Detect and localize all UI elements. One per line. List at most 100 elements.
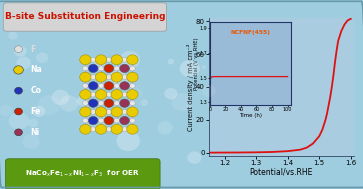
Circle shape	[98, 66, 104, 71]
Circle shape	[80, 107, 91, 117]
Circle shape	[122, 127, 127, 132]
Text: NaCo$_x$Fe$_{1-x}$Ni$_{1-x}$F$_3$  for OER: NaCo$_x$Fe$_{1-x}$Ni$_{1-x}$F$_3$ for OE…	[25, 169, 140, 179]
Circle shape	[106, 127, 112, 132]
Circle shape	[111, 124, 122, 134]
Circle shape	[106, 57, 112, 62]
Circle shape	[80, 72, 91, 82]
Circle shape	[120, 51, 140, 69]
Circle shape	[14, 66, 23, 74]
Circle shape	[15, 87, 23, 94]
Circle shape	[127, 107, 138, 117]
Circle shape	[130, 66, 135, 71]
Circle shape	[114, 66, 119, 71]
Circle shape	[202, 85, 216, 97]
Circle shape	[23, 134, 40, 149]
Circle shape	[127, 72, 138, 82]
Circle shape	[114, 83, 119, 88]
Circle shape	[164, 88, 178, 99]
Circle shape	[117, 131, 140, 151]
Text: B-site Substitution Engineering: B-site Substitution Engineering	[5, 12, 165, 21]
Circle shape	[111, 72, 122, 82]
Y-axis label: Current density / mA cm⁻²: Current density / mA cm⁻²	[187, 43, 194, 131]
Circle shape	[106, 92, 112, 97]
Circle shape	[130, 83, 135, 88]
Circle shape	[187, 152, 201, 164]
Circle shape	[95, 107, 107, 117]
Circle shape	[202, 65, 207, 69]
Circle shape	[15, 46, 23, 53]
Circle shape	[111, 55, 122, 65]
Circle shape	[126, 20, 134, 27]
Circle shape	[111, 107, 122, 117]
Circle shape	[82, 101, 88, 106]
FancyBboxPatch shape	[3, 3, 167, 31]
Circle shape	[107, 71, 128, 88]
Circle shape	[98, 101, 104, 106]
Circle shape	[127, 90, 138, 99]
Circle shape	[82, 83, 88, 88]
Circle shape	[90, 109, 96, 114]
Circle shape	[80, 55, 91, 65]
Text: F: F	[30, 45, 36, 54]
Circle shape	[122, 75, 127, 80]
Circle shape	[171, 93, 192, 111]
Circle shape	[36, 52, 48, 63]
Circle shape	[120, 99, 129, 107]
Circle shape	[90, 57, 96, 62]
Circle shape	[17, 57, 31, 69]
Circle shape	[90, 92, 96, 97]
Circle shape	[8, 32, 17, 40]
Circle shape	[95, 124, 107, 134]
Circle shape	[122, 109, 127, 114]
Circle shape	[77, 96, 88, 106]
Circle shape	[89, 82, 98, 90]
Circle shape	[180, 60, 200, 77]
Circle shape	[140, 99, 148, 106]
Circle shape	[89, 99, 98, 107]
Circle shape	[38, 95, 60, 115]
FancyBboxPatch shape	[5, 159, 160, 189]
Y-axis label: Potential (V vs.RHE): Potential (V vs.RHE)	[194, 37, 199, 90]
Circle shape	[98, 83, 104, 88]
Circle shape	[114, 101, 119, 106]
Circle shape	[130, 118, 135, 123]
Circle shape	[106, 75, 112, 80]
Circle shape	[95, 90, 107, 99]
Circle shape	[106, 109, 112, 114]
Circle shape	[28, 119, 38, 127]
Text: Co: Co	[30, 86, 41, 95]
Circle shape	[104, 82, 114, 90]
Circle shape	[120, 82, 129, 90]
Circle shape	[158, 121, 173, 135]
Circle shape	[127, 55, 138, 65]
X-axis label: Time (h): Time (h)	[239, 113, 262, 118]
Circle shape	[120, 116, 129, 125]
Circle shape	[111, 90, 122, 99]
Circle shape	[95, 72, 107, 82]
Text: Fe: Fe	[30, 107, 41, 116]
Circle shape	[127, 124, 138, 134]
Circle shape	[79, 165, 89, 173]
Circle shape	[104, 99, 114, 107]
Circle shape	[14, 46, 26, 57]
Circle shape	[131, 88, 143, 99]
Circle shape	[120, 64, 129, 73]
Circle shape	[122, 57, 127, 62]
Circle shape	[168, 59, 174, 64]
Circle shape	[90, 75, 96, 80]
Circle shape	[9, 112, 29, 130]
X-axis label: Potential/vs.RHE: Potential/vs.RHE	[250, 167, 313, 177]
Circle shape	[122, 92, 127, 97]
Circle shape	[80, 90, 91, 99]
Circle shape	[90, 114, 107, 129]
Circle shape	[95, 55, 107, 65]
Circle shape	[80, 124, 91, 134]
Text: Na: Na	[30, 65, 42, 74]
Circle shape	[89, 116, 98, 125]
Circle shape	[33, 106, 45, 117]
Circle shape	[0, 105, 12, 116]
Circle shape	[104, 64, 114, 73]
Circle shape	[130, 101, 135, 106]
Circle shape	[15, 129, 23, 136]
Circle shape	[90, 127, 96, 132]
